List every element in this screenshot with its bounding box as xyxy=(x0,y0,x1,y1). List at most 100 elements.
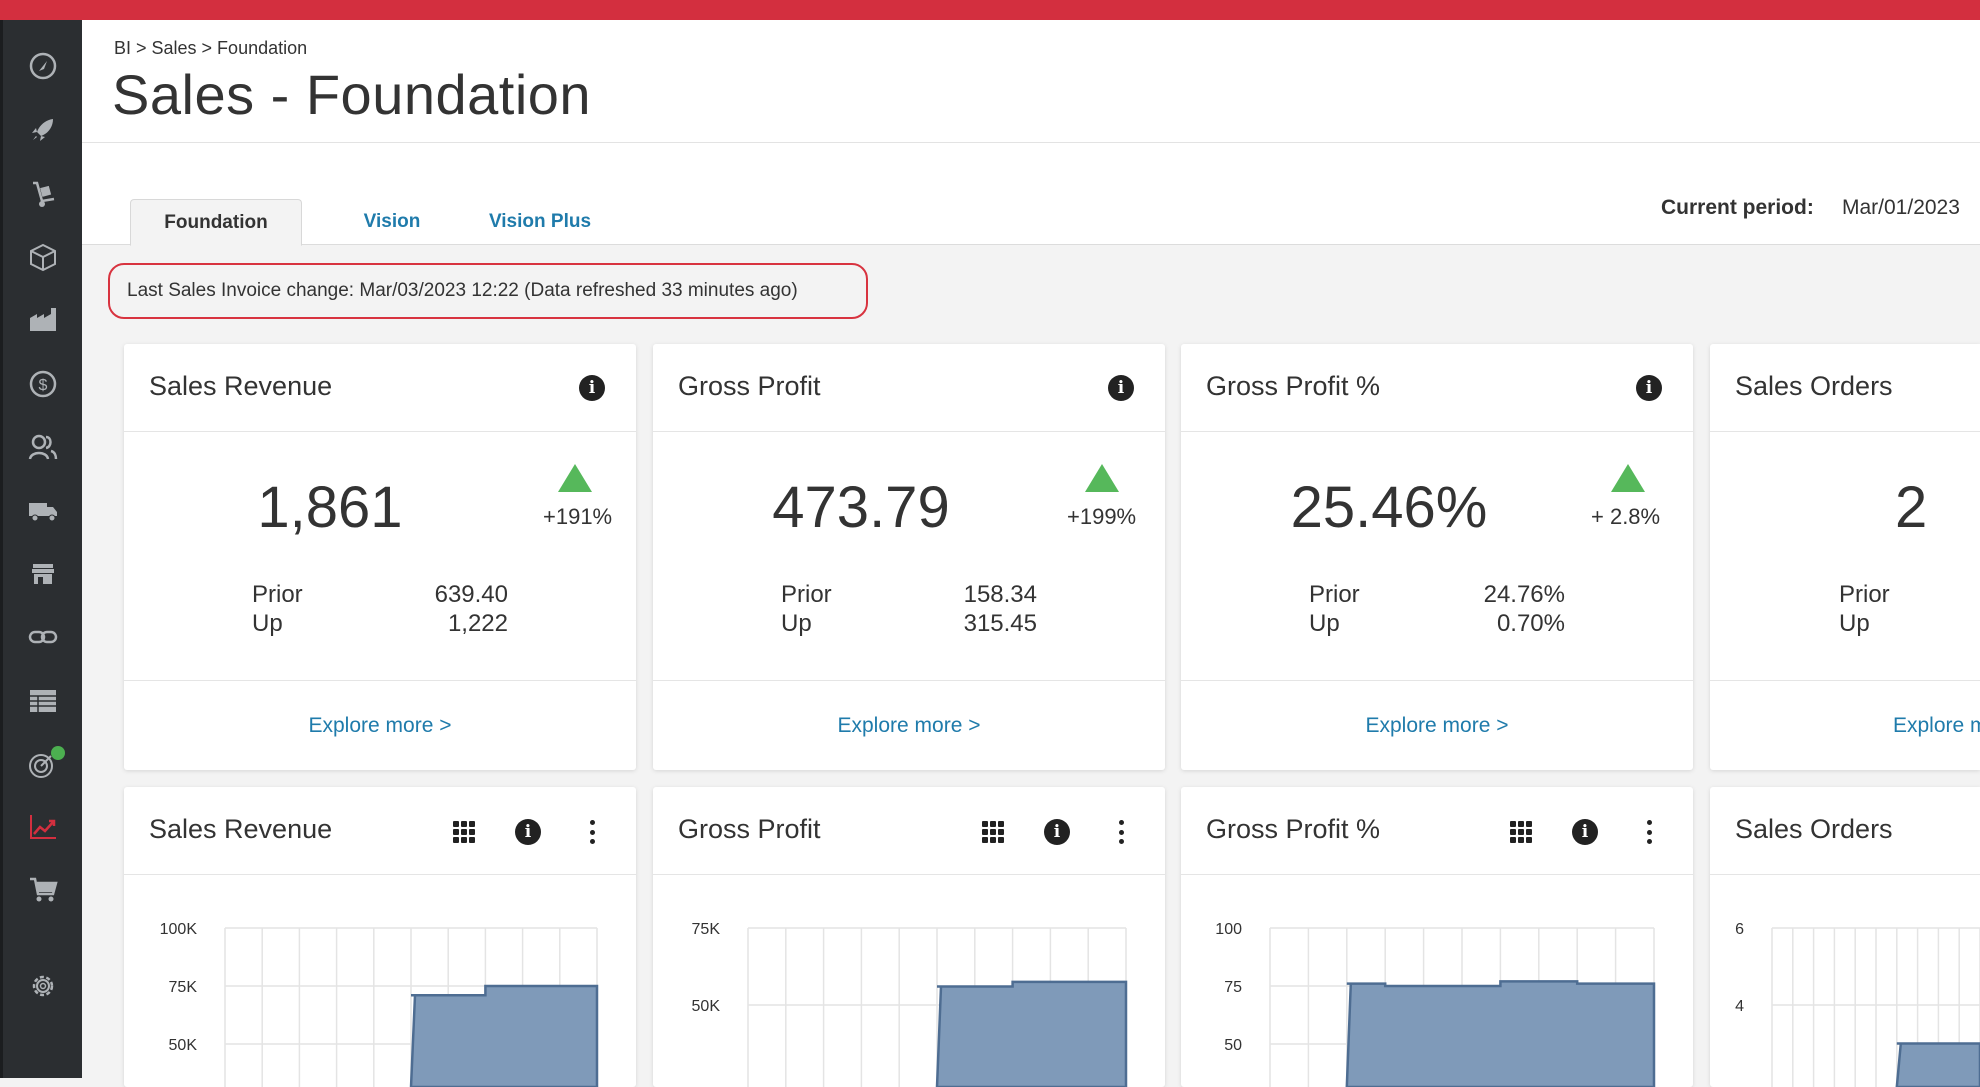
card-header: Sales Orders xyxy=(1710,344,1980,432)
info-icon[interactable]: i xyxy=(515,819,541,845)
kpi-card-sales-orders: Sales Orders 2 Prior Up Explore more > xyxy=(1710,344,1980,770)
card-title: Gross Profit xyxy=(678,814,821,845)
card-header: Gross Profit % i xyxy=(1181,787,1693,875)
chart-card-gross-profit-pct: Gross Profit % i 100 75 50 xyxy=(1181,787,1693,1087)
info-icon[interactable]: i xyxy=(1636,375,1662,401)
prior-value: 639.40 xyxy=(368,581,508,609)
radar-icon[interactable] xyxy=(3,738,82,790)
series-area xyxy=(937,982,1126,1087)
tab-vision-plus[interactable]: Vision Plus xyxy=(460,199,620,245)
current-period-value[interactable]: Mar/01/2023 xyxy=(1842,196,1960,220)
gear-icon[interactable] xyxy=(3,960,82,1012)
link-icon[interactable] xyxy=(3,611,82,663)
table-icon[interactable] xyxy=(3,675,82,727)
dashboard-icon[interactable] xyxy=(3,40,82,92)
card-header: Gross Profit i xyxy=(653,787,1165,875)
y-tick-label: 100 xyxy=(1215,921,1242,938)
sidebar: $ xyxy=(0,20,82,1078)
chart-card-gross-profit: Gross Profit i 75K 50K xyxy=(653,787,1165,1087)
card-header: Gross Profit i xyxy=(653,344,1165,432)
series-area xyxy=(411,986,597,1087)
card-footer: Explore more > xyxy=(1710,680,1980,770)
up-value: 0.70% xyxy=(1425,610,1565,638)
card-title: Gross Profit % xyxy=(1206,814,1380,845)
card-title: Gross Profit xyxy=(678,371,821,402)
y-tick-label: 75 xyxy=(1224,979,1242,996)
factory-icon[interactable] xyxy=(3,294,82,346)
up-label: Up xyxy=(1309,610,1340,638)
card-header: Sales Orders xyxy=(1710,787,1980,875)
grid-view-icon[interactable] xyxy=(1510,821,1532,843)
page-header: BI > Sales > Foundation Sales - Foundati… xyxy=(82,20,1980,143)
up-arrow-icon xyxy=(1611,464,1645,492)
grid-view-icon[interactable] xyxy=(453,821,475,843)
truck-icon[interactable] xyxy=(3,484,82,536)
chart-area: 64 xyxy=(1710,875,1980,1087)
cart-icon[interactable] xyxy=(3,864,82,916)
info-icon[interactable]: i xyxy=(1108,375,1134,401)
current-period-label: Current period: xyxy=(1661,196,1814,220)
y-tick-label: 50K xyxy=(692,998,721,1015)
chart-area: 100 75 50 xyxy=(1181,875,1693,1087)
explore-more-link[interactable]: Explore more > xyxy=(309,714,452,738)
refresh-note: Last Sales Invoice change: Mar/03/2023 1… xyxy=(108,263,868,319)
users-icon[interactable] xyxy=(3,421,82,473)
info-icon[interactable]: i xyxy=(1572,819,1598,845)
y-tick-label: 50 xyxy=(1224,1037,1242,1054)
card-title: Sales Revenue xyxy=(149,814,332,845)
kpi-change: + 2.8% xyxy=(1591,504,1660,530)
store-icon[interactable] xyxy=(3,548,82,600)
kpi-card-gross-profit: Gross Profit i 473.79 +199% Prior 158.34… xyxy=(653,344,1165,770)
explore-more-link[interactable]: Explore more > xyxy=(1366,714,1509,738)
rocket-icon[interactable] xyxy=(3,104,82,156)
page-title: Sales - Foundation xyxy=(112,62,591,127)
dollar-icon[interactable]: $ xyxy=(3,358,82,410)
up-label: Up xyxy=(781,610,812,638)
series-area xyxy=(1897,1044,1980,1087)
info-icon[interactable]: i xyxy=(579,375,605,401)
breadcrumb[interactable]: BI > Sales > Foundation xyxy=(114,38,307,59)
more-options-icon[interactable] xyxy=(1118,820,1124,844)
up-value: 315.45 xyxy=(897,610,1037,638)
kpi-card-gross-profit-pct: Gross Profit % i 25.46% + 2.8% Prior 24.… xyxy=(1181,344,1693,770)
up-arrow-icon xyxy=(1085,464,1119,492)
info-icon[interactable]: i xyxy=(1044,819,1070,845)
prior-value: 24.76% xyxy=(1425,581,1565,609)
kpi-value: 2 xyxy=(1895,474,1980,541)
more-options-icon[interactable] xyxy=(589,820,595,844)
explore-more-link[interactable]: Explore more > xyxy=(838,714,981,738)
up-value: 1,222 xyxy=(368,610,508,638)
prior-label: Prior xyxy=(781,581,832,609)
prior-value: 158.34 xyxy=(897,581,1037,609)
kpi-value: 473.79 xyxy=(711,474,1011,541)
kpi-card-sales-revenue: Sales Revenue i 1,861 +191% Prior 639.40… xyxy=(124,344,636,770)
trending-chart-icon[interactable] xyxy=(3,801,82,853)
y-tick-label: 50K xyxy=(169,1037,198,1054)
grid-view-icon[interactable] xyxy=(982,821,1004,843)
card-header: Sales Revenue i xyxy=(124,787,636,875)
card-footer: Explore more > xyxy=(1181,680,1693,770)
series-area xyxy=(1347,981,1654,1087)
kpi-change: +199% xyxy=(1067,504,1136,530)
hand-truck-icon[interactable] xyxy=(3,168,82,220)
card-title: Sales Orders xyxy=(1735,371,1893,402)
kpi-change: +191% xyxy=(543,504,612,530)
chart-area: 75K 50K xyxy=(653,875,1165,1087)
tab-vision[interactable]: Vision xyxy=(332,199,452,245)
kpi-value: 1,861 xyxy=(180,474,480,541)
more-options-icon[interactable] xyxy=(1646,820,1652,844)
card-header: Sales Revenue i xyxy=(124,344,636,432)
y-tick-label: 75K xyxy=(692,921,721,938)
tab-foundation[interactable]: Foundation xyxy=(130,199,302,246)
card-title: Sales Orders xyxy=(1735,814,1893,845)
y-tick-label: 75K xyxy=(169,979,198,996)
y-tick-label: 6 xyxy=(1735,921,1744,938)
card-title: Sales Revenue xyxy=(149,371,332,402)
box-icon[interactable] xyxy=(3,231,82,283)
card-title: Gross Profit % xyxy=(1206,371,1380,402)
kpi-value: 25.46% xyxy=(1239,474,1539,541)
explore-more-link[interactable]: Explore more > xyxy=(1893,714,1980,738)
up-arrow-icon xyxy=(558,464,592,492)
